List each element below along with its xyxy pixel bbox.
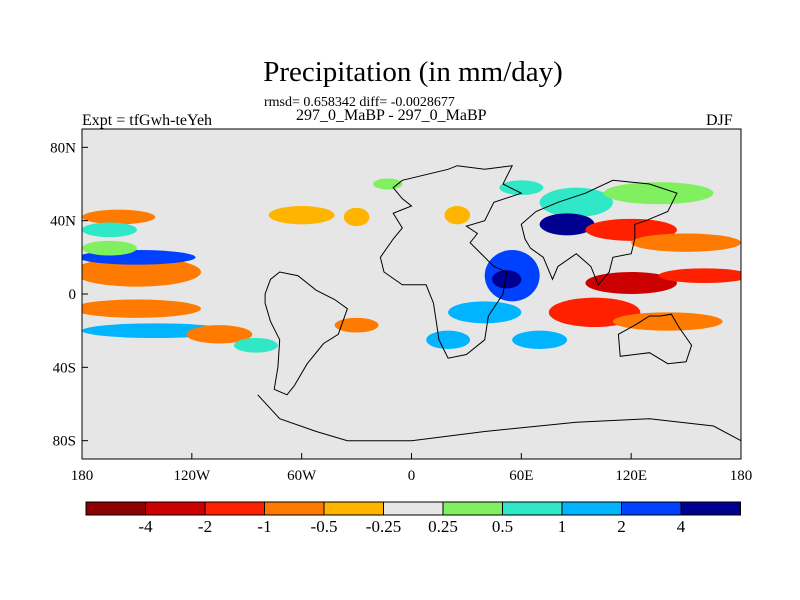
x-tick-label-2: 60W <box>287 468 317 484</box>
colorbar-label-5: 0.25 <box>428 517 458 536</box>
anomaly-region-11 <box>268 206 335 225</box>
y-tick-label-3: 40S <box>53 360 76 376</box>
anomaly-region-1 <box>82 257 201 287</box>
colorbar-label-3: -0.5 <box>311 517 338 536</box>
coastline-0 <box>379 165 523 359</box>
x-tick-label-6: 180 <box>730 468 753 484</box>
coastline-4 <box>257 394 741 442</box>
y-tick-label-1: 40N <box>50 214 76 230</box>
colorbar-swatch-5 <box>383 501 444 516</box>
colorbar-label-4: -0.25 <box>366 517 401 536</box>
colorbar: -4 -2 -1 -0.5 -0.25 0.25 0.5 1 2 4 <box>85 501 741 536</box>
colorbar-swatch-9 <box>621 501 682 516</box>
experiment-label: Expt = tfGwh-teYeh <box>82 112 213 129</box>
anomaly-region-10 <box>334 317 379 333</box>
colorbar-label-8: 2 <box>617 517 626 536</box>
coastline-3 <box>617 313 693 365</box>
y-tick-label-4: 80S <box>53 434 76 450</box>
colorbar-swatch-10 <box>680 501 741 516</box>
colorbar-label-7: 1 <box>558 517 567 536</box>
y-tick-label-2: 0 <box>69 287 77 303</box>
anomaly-region-5 <box>82 222 137 238</box>
chart-subtitle: rmsd= 0.658342 diff= -0.0028677 <box>264 95 455 110</box>
anomaly-region-26 <box>585 272 677 294</box>
x-tick-label-4: 60E <box>509 468 533 484</box>
colorbar-swatch-4 <box>323 501 384 516</box>
x-tick-label-0: 180 <box>71 468 94 484</box>
comparison-label: 297_0_MaBP - 297_0_MaBP <box>296 107 487 124</box>
colorbar-label-0: -4 <box>138 517 153 536</box>
season-label: DJF <box>706 112 733 129</box>
colorbar-swatch-7 <box>502 501 563 516</box>
x-tick-label-1: 120W <box>173 468 211 484</box>
colorbar-swatch-0 <box>85 501 146 516</box>
chart-title: Precipitation (in mm/day) <box>263 56 563 88</box>
anomaly-region-14 <box>444 206 471 225</box>
anomaly-fields <box>82 178 741 353</box>
anomaly-region-6 <box>82 299 201 318</box>
anomaly-region-29 <box>612 312 723 331</box>
colorbar-swatch-8 <box>561 501 622 516</box>
anomaly-region-18 <box>539 213 595 236</box>
x-axis: 180 120W 60W 0 60E 120E 180 <box>71 453 753 484</box>
continent-outlines <box>257 165 741 442</box>
colorbar-swatch-1 <box>145 501 206 516</box>
colorbar-label-9: 4 <box>677 517 686 536</box>
colorbar-swatch-6 <box>442 501 503 516</box>
colorbar-swatch-3 <box>264 501 325 516</box>
anomaly-region-4 <box>82 209 156 225</box>
x-tick-label-5: 120E <box>615 468 647 484</box>
anomaly-region-22 <box>492 270 522 289</box>
anomaly-region-9 <box>233 338 278 353</box>
coastline-1 <box>264 271 348 396</box>
anomaly-region-3 <box>82 240 137 256</box>
anomaly-region-8 <box>186 325 253 344</box>
coastline-2 <box>520 179 678 286</box>
anomaly-region-15 <box>499 180 544 196</box>
y-tick-label-0: 80N <box>50 140 76 156</box>
colorbar-label-2: -1 <box>257 517 271 536</box>
anomaly-region-28 <box>658 268 741 283</box>
anomaly-region-25 <box>512 330 568 350</box>
anomaly-region-17 <box>603 182 714 205</box>
anomaly-region-16 <box>539 187 613 217</box>
anomaly-region-24 <box>426 330 471 350</box>
colorbar-swatch-2 <box>204 501 265 516</box>
colorbar-label-1: -2 <box>198 517 212 536</box>
y-axis: 80N 40N 0 40S 80S <box>50 140 88 450</box>
anomaly-region-12 <box>343 207 370 227</box>
anomaly-region-20 <box>631 233 741 252</box>
x-tick-label-3: 0 <box>408 468 416 484</box>
colorbar-label-6: 0.5 <box>492 517 513 536</box>
anomaly-region-23 <box>448 301 522 324</box>
